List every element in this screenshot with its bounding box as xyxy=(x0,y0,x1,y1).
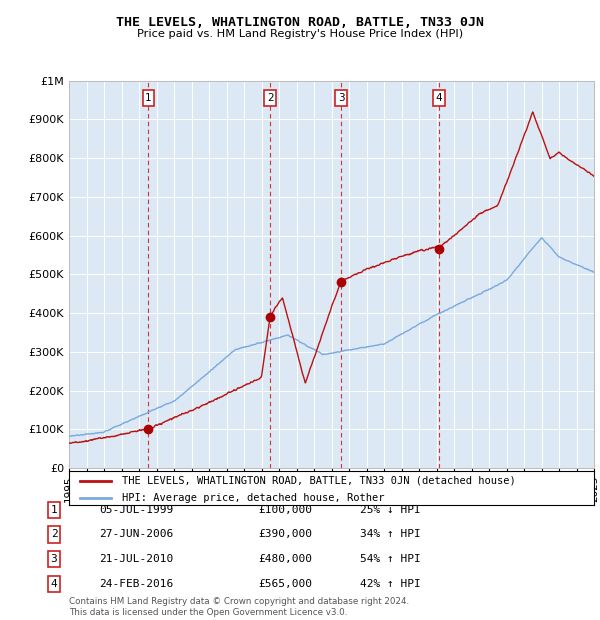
Text: 27-JUN-2006: 27-JUN-2006 xyxy=(99,529,173,539)
Text: £390,000: £390,000 xyxy=(258,529,312,539)
Text: 2: 2 xyxy=(267,93,274,103)
Text: 21-JUL-2010: 21-JUL-2010 xyxy=(99,554,173,564)
Text: 34% ↑ HPI: 34% ↑ HPI xyxy=(360,529,421,539)
Text: 4: 4 xyxy=(436,93,442,103)
Text: £565,000: £565,000 xyxy=(258,579,312,589)
Text: THE LEVELS, WHATLINGTON ROAD, BATTLE, TN33 0JN: THE LEVELS, WHATLINGTON ROAD, BATTLE, TN… xyxy=(116,16,484,29)
Text: £480,000: £480,000 xyxy=(258,554,312,564)
Text: THE LEVELS, WHATLINGTON ROAD, BATTLE, TN33 0JN (detached house): THE LEVELS, WHATLINGTON ROAD, BATTLE, TN… xyxy=(121,476,515,485)
Text: £100,000: £100,000 xyxy=(258,505,312,515)
Text: 25% ↓ HPI: 25% ↓ HPI xyxy=(360,505,421,515)
Text: This data is licensed under the Open Government Licence v3.0.: This data is licensed under the Open Gov… xyxy=(69,608,347,617)
Text: 4: 4 xyxy=(50,579,58,589)
Text: 1: 1 xyxy=(50,505,58,515)
Text: 05-JUL-1999: 05-JUL-1999 xyxy=(99,505,173,515)
Text: 42% ↑ HPI: 42% ↑ HPI xyxy=(360,579,421,589)
Text: Price paid vs. HM Land Registry's House Price Index (HPI): Price paid vs. HM Land Registry's House … xyxy=(137,29,463,39)
Text: 1: 1 xyxy=(145,93,152,103)
Text: 3: 3 xyxy=(50,554,58,564)
Text: 24-FEB-2016: 24-FEB-2016 xyxy=(99,579,173,589)
Text: 3: 3 xyxy=(338,93,344,103)
Text: 2: 2 xyxy=(50,529,58,539)
Text: HPI: Average price, detached house, Rother: HPI: Average price, detached house, Roth… xyxy=(121,493,384,503)
Text: 54% ↑ HPI: 54% ↑ HPI xyxy=(360,554,421,564)
Text: Contains HM Land Registry data © Crown copyright and database right 2024.: Contains HM Land Registry data © Crown c… xyxy=(69,597,409,606)
